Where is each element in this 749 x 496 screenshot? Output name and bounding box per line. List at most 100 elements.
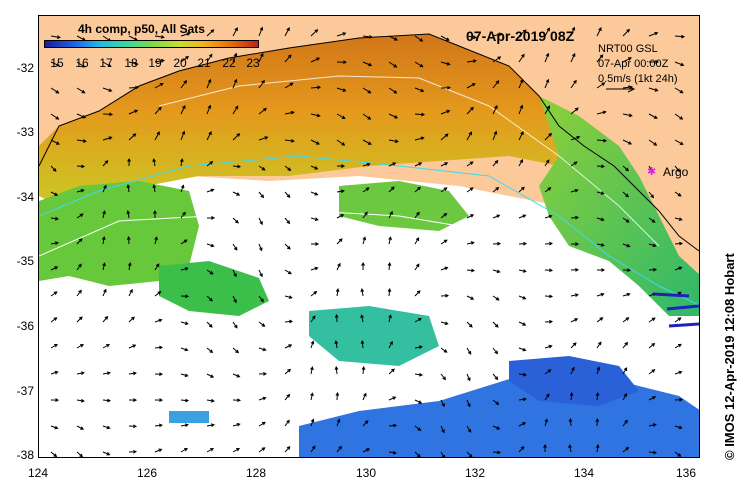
current-arrow: [206, 29, 215, 37]
current-arrow: [258, 295, 264, 303]
current-arrow: [674, 113, 684, 120]
current-arrow: [569, 391, 574, 401]
current-arrow: [128, 449, 138, 454]
current-arrow: [206, 78, 212, 89]
current-arrow: [50, 61, 61, 67]
current-arrow: [284, 191, 291, 198]
current-arrow: [492, 347, 499, 355]
current-arrow: [154, 83, 164, 89]
current-arrow: [674, 370, 683, 375]
current-arrow: [206, 321, 213, 328]
current-arrow: [544, 78, 550, 89]
current-arrow: [648, 450, 658, 455]
current-arrow: [154, 35, 165, 39]
bathy-contour-deep: [39, 210, 699, 356]
current-arrow: [154, 58, 165, 63]
current-arrow: [180, 211, 186, 219]
lat-label: -37: [16, 384, 34, 398]
current-arrow: [492, 373, 499, 381]
current-arrow: [596, 164, 606, 169]
current-arrow: [440, 109, 451, 115]
current-arrow: [440, 347, 448, 353]
current-arrow: [674, 425, 683, 430]
current-arrow: [440, 212, 448, 219]
current-arrow: [596, 366, 601, 375]
current-arrow: [414, 372, 423, 377]
current-arrow: [232, 78, 238, 89]
current-arrow: [76, 398, 85, 403]
current-arrow: [492, 32, 503, 37]
current-arrow: [361, 365, 366, 375]
lat-label: -34: [16, 190, 34, 204]
current-arrow: [284, 446, 291, 453]
current-arrow: [648, 267, 658, 272]
current-arrow: [440, 266, 449, 271]
current-arrow: [76, 164, 86, 169]
current-arrow: [362, 211, 368, 219]
current-arrow: [466, 347, 472, 355]
current-arrow: [284, 295, 293, 299]
current-arrow: [180, 398, 190, 403]
current-arrow: [596, 341, 602, 349]
current-arrow: [310, 266, 319, 271]
current-arrow: [622, 243, 631, 248]
current-arrow: [388, 113, 399, 119]
current-arrow: [102, 315, 109, 323]
current-arrow: [544, 52, 550, 63]
current-arrow: [310, 315, 316, 323]
current-arrow: [388, 368, 395, 375]
current-arrow: [284, 368, 292, 375]
current-arrow: [128, 288, 133, 297]
current-arrow: [622, 419, 628, 427]
current-arrow: [518, 295, 527, 300]
current-arrow: [622, 292, 631, 297]
current-arrow: [466, 295, 475, 300]
current-arrow: [154, 398, 164, 402]
current-arrow: [154, 345, 164, 350]
current-arrow: [154, 423, 163, 428]
arrow-scale-text: 0.5m/s (1kt 24h): [598, 73, 678, 85]
current-arrow: [334, 365, 339, 375]
current-arrow: [284, 344, 293, 349]
colorbar-title: 4h comp, p50, All Sats: [78, 22, 205, 36]
current-arrow: [622, 367, 628, 375]
current-arrow: [102, 371, 111, 375]
current-arrow: [128, 61, 139, 66]
map-panel[interactable]: [38, 15, 700, 458]
current-arrow: [492, 269, 501, 274]
current-arrow: [518, 321, 527, 326]
current-arrow: [206, 243, 215, 248]
current-arrow: [102, 210, 106, 219]
current-arrow: [206, 447, 215, 453]
current-arrow: [362, 139, 372, 145]
current-arrow: [232, 133, 241, 141]
current-arrow: [102, 61, 112, 67]
current-arrow: [597, 268, 606, 272]
current-arrow: [153, 209, 157, 219]
current-arrow: [648, 342, 656, 349]
current-arrow: [336, 139, 346, 146]
current-arrow: [544, 187, 552, 193]
current-arrow: [232, 243, 238, 251]
lon-label: 130: [355, 466, 377, 480]
current-arrow: [388, 87, 398, 94]
current-arrow: [466, 59, 477, 63]
current-arrow: [126, 235, 131, 245]
current-arrow: [76, 188, 85, 193]
lat-label: -32: [16, 61, 34, 75]
argo-label: Argo: [663, 165, 689, 179]
current-arrow: [206, 131, 212, 141]
current-arrow: [128, 424, 138, 429]
current-arrow: [544, 393, 550, 401]
current-arrow: [648, 423, 657, 427]
lon-label: 126: [136, 466, 158, 480]
current-arrow: [544, 241, 554, 246]
current-arrow: [232, 373, 241, 378]
current-arrow: [570, 293, 579, 297]
current-arrow: [544, 27, 550, 37]
current-arrow: [76, 139, 87, 143]
current-arrow: [206, 53, 213, 63]
current-arrow: [102, 262, 106, 271]
current-arrow: [414, 112, 426, 117]
current-arrow: [180, 79, 188, 89]
